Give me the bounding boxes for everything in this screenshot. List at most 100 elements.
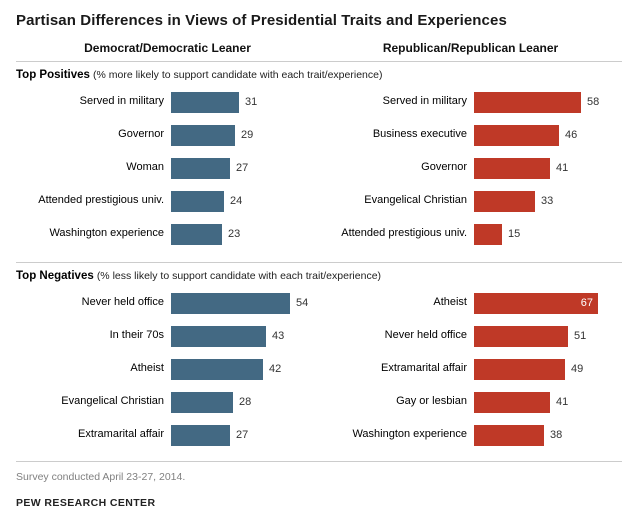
value-label: 27 — [236, 429, 249, 441]
bar-area: 49 — [474, 358, 622, 380]
section-note: (% more likely to support candidate with… — [92, 69, 383, 81]
category-label: Attended prestigious univ. — [341, 227, 467, 240]
category-label: Served in military — [382, 95, 467, 108]
value-label: 43 — [272, 330, 285, 342]
bar — [171, 124, 235, 146]
bar-area: 41 — [474, 391, 622, 413]
panel-republican: Served in military 58 Business executive 46… — [319, 91, 622, 256]
bar-area: 31 — [171, 91, 319, 113]
bar — [474, 157, 550, 179]
column-header-democrat: Democrat/Democratic Leaner — [84, 41, 251, 55]
value-label: 38 — [550, 429, 563, 441]
bar-row: Atheist 42 — [16, 358, 319, 380]
bar-row: Served in military 31 — [16, 91, 319, 113]
panel-democrat: Never held office 54 In their 70s 43 Atheist… — [16, 292, 319, 457]
bar-area: 51 — [474, 325, 622, 347]
value-label: 15 — [508, 228, 521, 240]
bar — [171, 223, 222, 245]
bar — [474, 124, 559, 146]
section-header: Top Negatives (% less likely to support … — [16, 270, 622, 282]
bar-area: 67 — [474, 292, 622, 314]
bar-row: Atheist 67 — [319, 292, 622, 314]
bar-row: Never held office 51 — [319, 325, 622, 347]
panels: Never held office 54 In their 70s 43 Atheist… — [16, 292, 622, 457]
value-label: 23 — [228, 228, 241, 240]
bar — [474, 190, 535, 212]
value-label: 33 — [541, 195, 554, 207]
category-label: Gay or lesbian — [396, 395, 467, 408]
panels: Served in military 31 Governor 29 Woman 27 Att… — [16, 91, 622, 256]
bar-row: Woman 27 — [16, 157, 319, 179]
category-label: Evangelical Christian — [364, 194, 467, 207]
page-title: Partisan Differences in Views of Preside… — [16, 12, 507, 29]
category-label: Washington experience — [49, 227, 164, 240]
bar — [474, 358, 565, 380]
category-label: Atheist — [433, 296, 467, 309]
bar-area: 54 — [171, 292, 319, 314]
bar — [474, 223, 502, 245]
bar-area: 23 — [171, 223, 319, 245]
value-label: 58 — [587, 96, 600, 108]
bar-area: 27 — [171, 424, 319, 446]
bar-row: Extramarital affair 27 — [16, 424, 319, 446]
bar-row: Governor 41 — [319, 157, 622, 179]
column-headers: Democrat/Democratic Leaner Republican/Re… — [16, 41, 622, 55]
chart-section: Top Negatives (% less likely to support … — [16, 262, 622, 457]
bar-area: 38 — [474, 424, 622, 446]
value-label: 27 — [236, 162, 249, 174]
bar-area: 46 — [474, 124, 622, 146]
section-note: (% less likely to support candidate with… — [96, 270, 382, 282]
section-divider — [16, 61, 622, 62]
category-label: Business executive — [372, 128, 467, 141]
bar — [171, 157, 230, 179]
bar — [474, 325, 568, 347]
panel-republican: Atheist 67 Never held office 51 Extramarital… — [319, 292, 622, 457]
value-label: 42 — [269, 363, 282, 375]
value-label: 29 — [241, 129, 254, 141]
bar — [171, 358, 263, 380]
category-label: In their 70s — [109, 329, 164, 342]
chart-sections: Top Positives (% more likely to support … — [16, 61, 622, 457]
bar-row: Attended prestigious univ. 24 — [16, 190, 319, 212]
category-label: Never held office — [384, 329, 467, 342]
value-label: 67 — [580, 297, 593, 309]
value-label: 51 — [574, 330, 587, 342]
source-label: PEW RESEARCH CENTER — [16, 497, 156, 509]
bar-row: Evangelical Christian 33 — [319, 190, 622, 212]
category-label: Extramarital affair — [381, 362, 467, 375]
bar-area: 42 — [171, 358, 319, 380]
category-label: Never held office — [81, 296, 164, 309]
bar — [171, 91, 239, 113]
bar-area: 27 — [171, 157, 319, 179]
section-title: Top Positives — [16, 69, 90, 81]
bar-row: Governor 29 — [16, 124, 319, 146]
value-label: 46 — [565, 129, 578, 141]
bar-row: Never held office 54 — [16, 292, 319, 314]
bar-area: 29 — [171, 124, 319, 146]
bar-area: 43 — [171, 325, 319, 347]
category-label: Atheist — [130, 362, 164, 375]
value-label: 54 — [296, 297, 309, 309]
value-label: 41 — [556, 396, 569, 408]
footer-divider — [16, 461, 622, 462]
category-label: Attended prestigious univ. — [38, 194, 164, 207]
bar-row: Served in military 58 — [319, 91, 622, 113]
bar: 67 — [474, 292, 598, 314]
column-header-republican: Republican/Republican Leaner — [382, 41, 559, 55]
category-label: Woman — [126, 161, 164, 174]
category-label: Governor — [421, 161, 467, 174]
bar — [474, 424, 544, 446]
bar — [474, 91, 581, 113]
section-divider — [16, 262, 622, 263]
bar-row: Attended prestigious univ. 15 — [319, 223, 622, 245]
value-label: 49 — [571, 363, 584, 375]
bar-row: Washington experience 23 — [16, 223, 319, 245]
bar-row: Washington experience 38 — [319, 424, 622, 446]
value-label: 31 — [245, 96, 258, 108]
bar — [171, 424, 230, 446]
bar-area: 28 — [171, 391, 319, 413]
bar — [171, 391, 233, 413]
bar — [474, 391, 550, 413]
bar-row: Business executive 46 — [319, 124, 622, 146]
